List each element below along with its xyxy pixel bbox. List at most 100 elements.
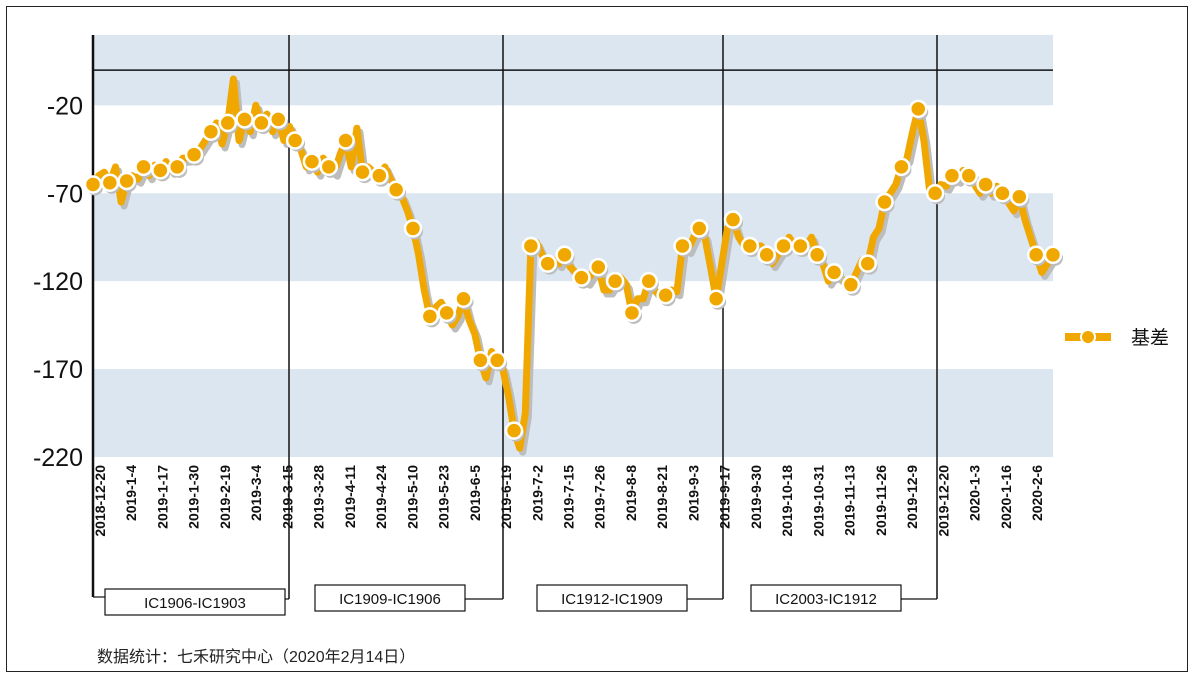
x-tick-label: 2019-1-17: [155, 465, 171, 529]
x-tick-label: 2019-7-15: [561, 465, 577, 529]
x-tick-label: 2019-9-30: [748, 465, 764, 529]
data-point: [252, 113, 271, 133]
y-tick-label: -220: [33, 444, 83, 472]
data-point: [403, 219, 423, 238]
data-point: [1043, 245, 1063, 265]
x-tick-label: 2019-4-11: [342, 465, 358, 528]
y-tick-label: -120: [33, 268, 83, 296]
background-band: [93, 369, 1053, 457]
data-point: [774, 236, 793, 256]
y-tick-label: -20: [47, 92, 83, 120]
x-tick-label: 2019-3-4: [248, 465, 264, 521]
x-tick-label: 2019-10-31: [810, 465, 826, 537]
data-point: [993, 184, 1012, 203]
x-tick-label: 2020-2-6: [1029, 465, 1045, 521]
y-tick-label: -70: [47, 180, 83, 208]
legend: 基差: [1065, 327, 1169, 349]
data-point: [83, 175, 103, 194]
x-tick-label: 2020-1-16: [998, 465, 1014, 529]
data-point: [420, 307, 440, 326]
data-point: [639, 271, 659, 291]
data-point: [757, 245, 776, 265]
data-point: [454, 289, 473, 308]
x-tick-label: 2019-3-28: [311, 465, 327, 529]
x-tick-label: 2019-7-2: [529, 465, 545, 521]
data-point: [521, 236, 541, 256]
x-tick-label: 2019-7-26: [592, 465, 608, 529]
data-point: [841, 275, 861, 294]
data-point: [622, 303, 642, 323]
data-point: [824, 263, 844, 282]
data-point: [925, 184, 945, 203]
data-point: [740, 236, 760, 256]
legend-swatch-marker: [1080, 329, 1096, 345]
x-tick-label: 2019-12-20: [935, 465, 951, 537]
data-point: [151, 161, 170, 180]
data-point: [117, 171, 136, 191]
x-tick-label: 2018-12-20: [92, 465, 108, 537]
x-tick-label: 2019-5-10: [404, 465, 420, 529]
data-point: [504, 421, 524, 440]
x-tick-label: 2019-1-4: [123, 465, 139, 521]
contract-label: IC2003-IC1912: [775, 591, 877, 608]
x-tick-label: 2019-3-15: [279, 465, 295, 529]
x-tick-label: 2020-1-3: [967, 465, 983, 521]
data-point: [100, 173, 120, 192]
data-point: [437, 303, 456, 323]
data-point: [909, 99, 928, 119]
x-tick-label: 2019-10-18: [779, 465, 795, 537]
data-point: [1010, 187, 1029, 207]
data-point: [589, 257, 608, 277]
x-tick-label: 2019-6-19: [498, 465, 514, 529]
data-point: [791, 236, 810, 256]
x-tick-label: 2019-8-21: [654, 465, 670, 529]
contract-label: IC1912-IC1909: [561, 591, 663, 608]
data-point: [269, 110, 288, 129]
data-point: [302, 152, 322, 171]
data-point: [386, 180, 406, 199]
x-tick-label: 2019-12-9: [904, 465, 920, 529]
data-point: [656, 285, 675, 305]
chart-frame: -20 -70 -120 -170 -220 2018-12-20 2019-1-4 201…: [6, 6, 1188, 672]
data-point: [336, 131, 355, 150]
data-point: [942, 166, 962, 185]
data-point: [959, 166, 979, 185]
data-point: [201, 122, 221, 141]
data-point: [1026, 245, 1046, 265]
contract-label-box: [104, 588, 286, 616]
data-point: [471, 351, 490, 370]
data-point: [235, 110, 254, 129]
x-tick-label: 2019-5-23: [436, 465, 452, 529]
data-point: [858, 254, 877, 273]
basis-chart: -20 -70 -120 -170 -220 2018-12-20 2019-1-4 201…: [33, 35, 1169, 616]
x-tick-label: 2019-11-13: [842, 465, 858, 536]
data-point: [285, 131, 305, 150]
data-point: [807, 245, 827, 265]
data-point: [218, 113, 237, 133]
data-point: [134, 157, 153, 177]
x-tick-label: 2019-9-3: [685, 465, 701, 521]
data-point: [706, 289, 726, 308]
data-point: [319, 157, 339, 177]
data-point: [723, 210, 743, 229]
source-note: 数据统计：七禾研究中心（2020年2月14日）: [97, 649, 416, 666]
data-point: [572, 268, 591, 287]
contract-label-box: [314, 584, 466, 612]
x-tick-label: 2019-8-8: [623, 465, 639, 521]
data-point: [875, 192, 894, 212]
x-tick-label: 2019-1-30: [186, 465, 202, 529]
data-point: [605, 271, 625, 291]
data-point: [555, 245, 574, 265]
data-point: [690, 219, 709, 238]
data-point: [370, 166, 389, 185]
data-point: [167, 157, 187, 177]
legend-label: 基差: [1131, 327, 1169, 349]
x-tick-label: 2019-9-17: [717, 465, 733, 529]
data-point: [487, 351, 507, 370]
data-point: [892, 157, 911, 177]
data-point: [538, 254, 557, 273]
contract-label: IC1909-IC1906: [339, 591, 441, 608]
data-point: [184, 145, 204, 164]
x-tick-label: 2019-6-5: [467, 465, 483, 521]
y-tick-label: -170: [33, 356, 83, 384]
